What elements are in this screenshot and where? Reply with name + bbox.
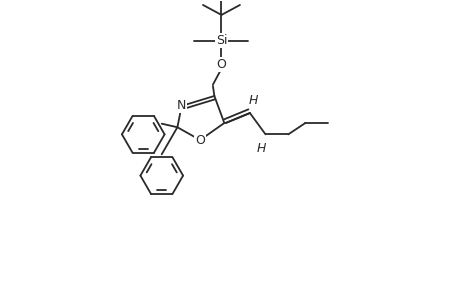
Text: Si: Si	[215, 34, 227, 47]
Text: O: O	[216, 58, 226, 71]
Text: H: H	[248, 94, 257, 107]
Text: O: O	[195, 134, 205, 146]
Text: N: N	[177, 99, 186, 112]
Text: H: H	[256, 142, 265, 155]
